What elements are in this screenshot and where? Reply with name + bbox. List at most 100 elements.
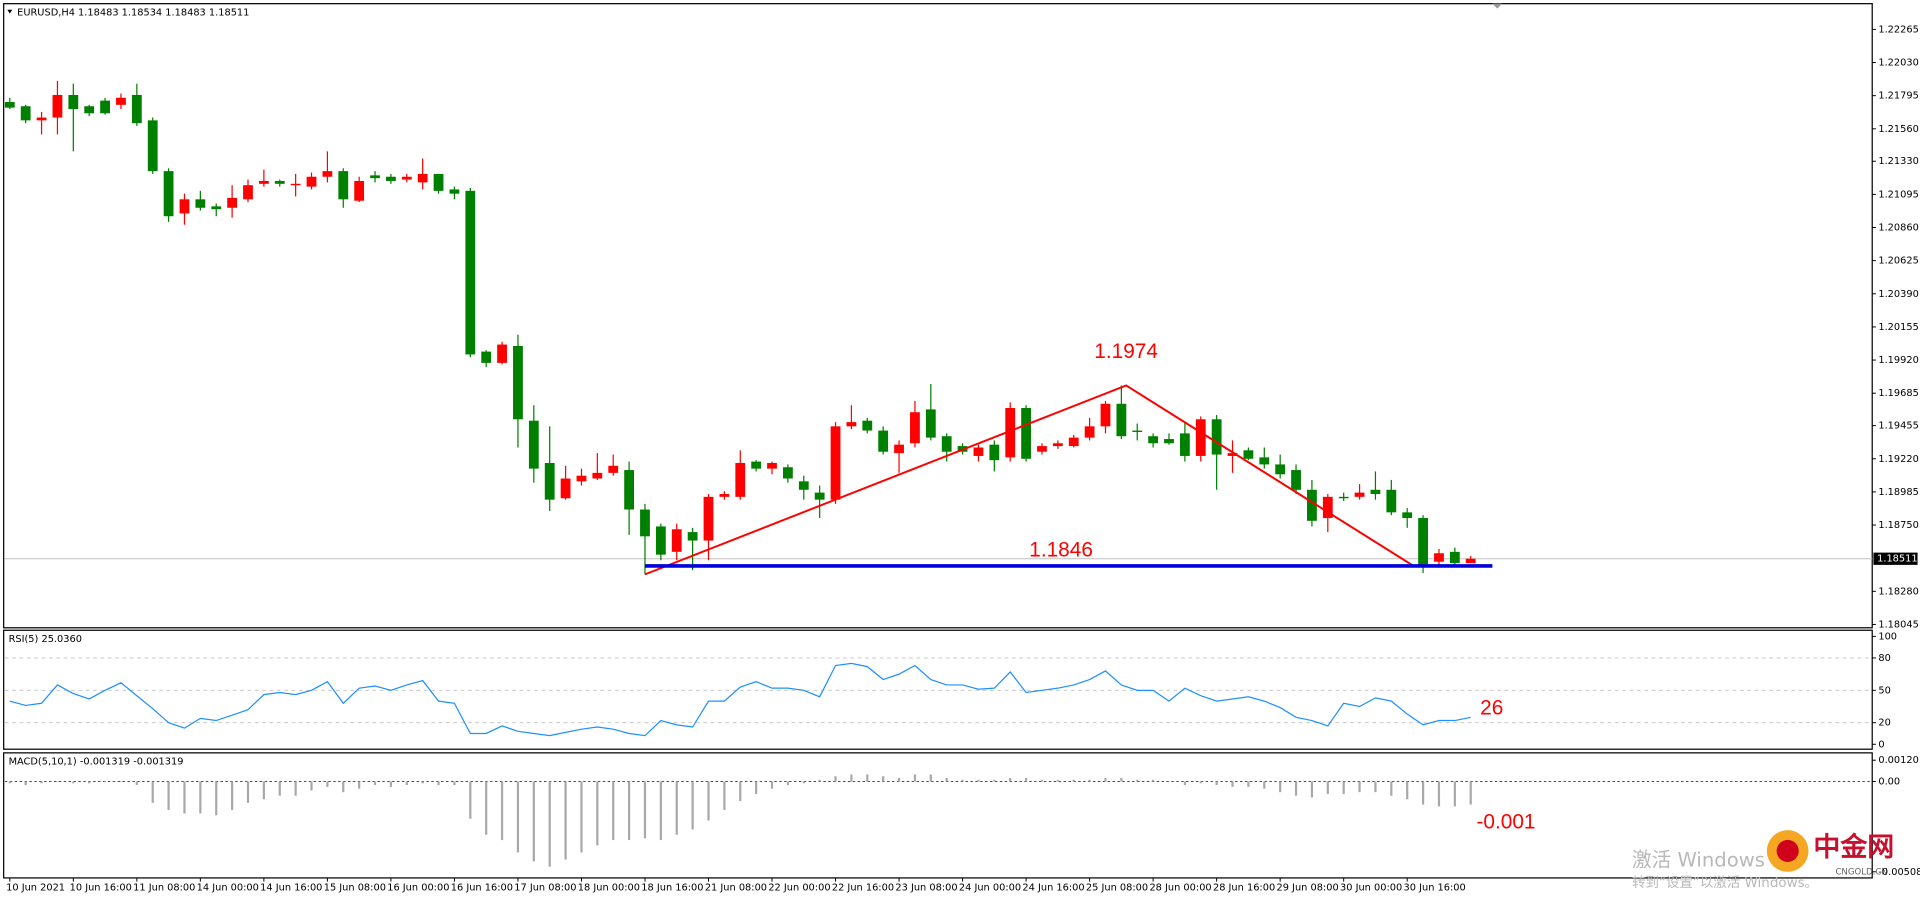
macd-bar [739,781,742,802]
candle-body [941,436,952,452]
macd-bar [770,781,774,789]
candle-body [433,173,444,191]
candle-body [465,190,476,355]
candle-body [1386,489,1397,513]
macd-bar [199,781,202,814]
x-tick-label: 30 Jun 00:00 [1340,883,1402,894]
candle-body [767,462,777,469]
macd-bar [1136,779,1139,782]
candle-body [1037,446,1047,452]
x-tick-label: 23 Jun 08:00 [895,883,957,894]
macd-bar [1072,779,1075,782]
candle-body [973,447,984,456]
macd-bar [1152,779,1155,782]
y-tick-label: 20 [1878,718,1890,729]
y-tick-label: 1.20625 [1878,256,1919,267]
watermark-hint: 转到“设置”以激活 Windows。 [1632,875,1818,891]
y-tick-label: 0.00 [1878,777,1900,788]
macd-bar [564,781,567,860]
candle-body [116,97,126,105]
macd-bar [1390,781,1393,796]
candle-body [306,176,317,187]
candle-body [1322,496,1333,518]
macd-bar [882,776,885,782]
candle-body [1307,489,1317,521]
symbol-menu-icon[interactable] [7,9,13,14]
y-tick-label: 1.19920 [1878,355,1919,366]
x-tick-label: 29 Jun 08:00 [1276,883,1338,894]
macd-bar [1453,781,1456,807]
y-tick-label: 50 [1878,685,1890,696]
macd-bar [993,779,996,782]
macd-bar [40,781,43,784]
y-tick-label: 1.18985 [1878,487,1919,498]
macd-bar [485,781,488,835]
candle-body [608,465,619,473]
candle-body [640,509,650,537]
macd-annotation: -0.001 [1476,810,1535,833]
candle-body [1005,408,1016,458]
y-tick-label: 80 [1878,653,1890,664]
logo-subtext: CNGOLD.CN [1835,867,1887,877]
logo-text: 中金网 [1813,831,1894,863]
candle-body [576,475,587,482]
x-tick-label: 14 Jun 16:00 [260,883,322,894]
x-tick-label: 24 Jun 00:00 [959,883,1021,894]
macd-bar [72,781,75,784]
candle-body [1068,437,1079,447]
macd-panel [3,752,1873,879]
macd-bar [437,781,440,786]
x-tick-label: 11 Jun 08:00 [133,883,195,894]
candle-body [910,412,920,444]
macd-bar [1358,781,1361,793]
candle-body [338,171,349,200]
y-tick-label: 1.19685 [1878,388,1919,399]
candle-body [179,199,190,214]
candle-body [68,94,79,110]
y-tick-label: 1.20155 [1878,322,1919,333]
x-tick-label: 15 Jun 08:00 [324,883,386,894]
candle-body [370,175,380,179]
macd-bar [151,781,154,803]
candle-body [1164,439,1174,444]
macd-bar [548,781,551,867]
candle-body [894,444,904,454]
rsi-title: RSI(5) 25.0360 [9,634,82,645]
candle-body [735,462,746,497]
candle-body [814,492,825,500]
candle-body [1116,403,1127,437]
macd-bar [358,781,361,789]
y-tick-label: 1.20390 [1878,289,1919,300]
y-tick-label: 1.18045 [1878,619,1919,630]
macd-bar [532,781,535,862]
x-tick-label: 10 Jun 16:00 [70,883,132,894]
macd-bar [675,781,678,835]
candle-body [1021,408,1031,459]
candle-body [1132,430,1143,432]
x-tick-label: 25 Jun 08:00 [1086,883,1148,894]
candle-body [687,532,698,541]
macd-bar [326,781,329,787]
y-tick-label: 1.20860 [1878,223,1919,234]
rsi-line [9,662,1471,737]
candle-body [751,461,762,469]
candle-body [1275,464,1286,475]
macd-bar [961,779,964,782]
macd-bar [8,781,11,784]
candle-body [147,120,158,172]
macd-bar [183,781,186,814]
candle-body [195,199,206,208]
candle-body [1227,453,1238,456]
macd-bar [310,781,313,791]
macd-bar [1009,777,1012,782]
macd-bar [866,774,869,782]
candle-body [846,422,857,427]
macd-bar [1374,781,1377,793]
macd-bar [929,774,932,782]
y-tick-label: 0.001201 [1878,755,1920,766]
macd-bar [1024,777,1028,782]
macd-bar [119,781,123,783]
last-price-label: 1.18511 [1877,554,1918,565]
candle-body [36,117,47,121]
